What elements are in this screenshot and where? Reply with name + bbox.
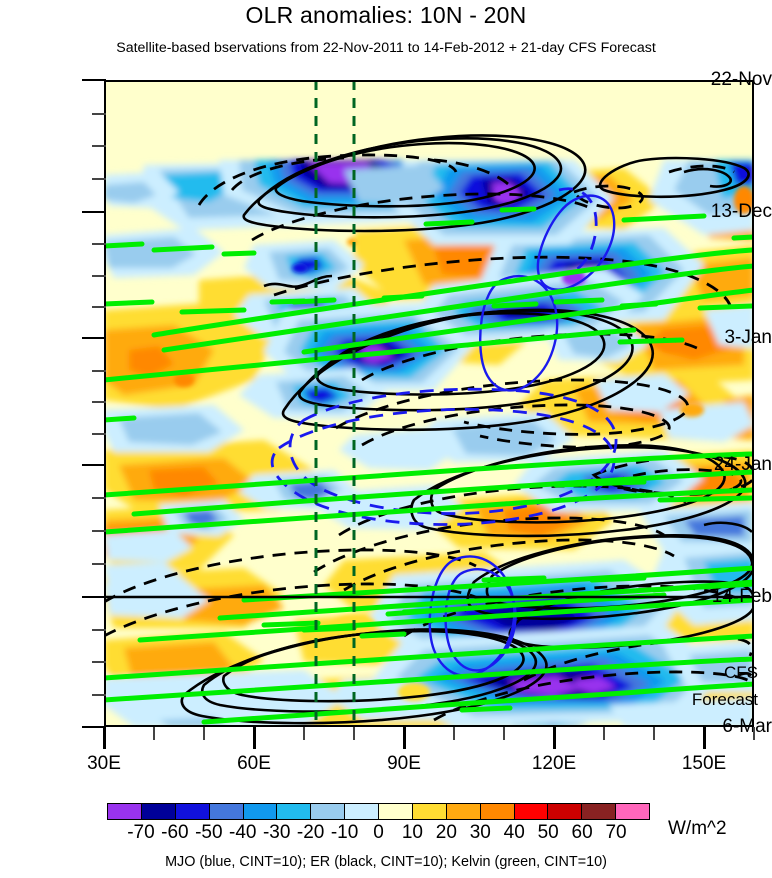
forecast-boundary-line [104, 595, 754, 599]
colorbar-swatch-15 [616, 804, 649, 819]
y-minor-tick [92, 306, 106, 308]
x-minor-tick [653, 727, 655, 740]
colorbar-tick-0: 0 [373, 822, 384, 843]
y-minor-tick [92, 370, 106, 372]
x-axis-label-150e: 150E [681, 753, 727, 774]
chart-title: OLR anomalies: 10N - 20N [245, 2, 527, 28]
plot-clip [104, 80, 754, 727]
colorbar-swatch-3 [209, 804, 244, 819]
colorbar-tick--50: -50 [195, 822, 223, 843]
y-axis-label-22-nov: 22-Nov [710, 69, 772, 90]
x-minor-tick [303, 727, 305, 740]
y-minor-tick [92, 629, 106, 631]
colorbar-swatch-11 [480, 804, 515, 819]
x-axis-label-120e: 120E [531, 753, 577, 774]
hovmoller-plot-area [104, 80, 754, 727]
y-major-tick [82, 464, 106, 467]
colorbar-tick-50: 50 [537, 822, 559, 843]
x-major-tick [103, 727, 106, 749]
cfs-forecast-note-line1: CFS [724, 663, 758, 682]
colorbar-swatch-4 [243, 804, 278, 819]
colorbar-swatch-8 [379, 804, 413, 819]
colorbar-swatch-14 [582, 804, 617, 819]
y-axis-label-6-mar: 6-Mar [722, 716, 772, 737]
colorbar-swatch-9 [412, 804, 447, 819]
x-minor-tick [753, 727, 755, 740]
colorbar-swatch-0 [108, 804, 142, 819]
y-major-tick [82, 79, 106, 82]
colorbar [107, 803, 650, 820]
colorbar-tick-labels: -70 -60 -50 -40 -30 -20 -10 0 10 20 30 40 50 60 70 [107, 822, 650, 844]
y-minor-tick [92, 113, 106, 115]
y-minor-tick [92, 661, 106, 663]
cfs-forecast-note-line2: Forecast [691, 690, 758, 709]
x-axis-label-30e: 30E [87, 753, 121, 774]
x-major-tick [253, 727, 256, 749]
y-axis-label-24-jan: 24-Jan [713, 454, 772, 475]
y-minor-tick [92, 530, 106, 532]
x-major-tick [703, 727, 706, 749]
x-minor-tick [353, 727, 355, 740]
x-minor-tick [153, 727, 155, 740]
colorbar-tick-60: 60 [571, 822, 593, 843]
colorbar-units-label: W/m^2 [668, 818, 727, 839]
colorbar-swatch-5 [277, 804, 312, 819]
colorbar-tick--70: -70 [127, 822, 155, 843]
y-minor-tick [92, 145, 106, 147]
y-major-tick [82, 596, 106, 599]
x-minor-tick [203, 727, 205, 740]
colorbar-swatch-7 [345, 804, 379, 819]
colorbar-swatch-6 [311, 804, 346, 819]
y-major-tick [82, 337, 106, 340]
colorbar-tick-40: 40 [503, 822, 525, 843]
colorbar-tick-10: 10 [401, 822, 424, 843]
x-axis-label-90e: 90E [387, 753, 421, 774]
colorbar-tick--60: -60 [161, 822, 189, 843]
y-axis-label-3-jan: 3-Jan [724, 327, 772, 348]
y-minor-tick [92, 243, 106, 245]
x-minor-tick [603, 727, 605, 740]
colorbar-tick-70: 70 [605, 822, 627, 843]
colorbar-tick-20: 20 [435, 822, 457, 843]
y-minor-tick [92, 401, 106, 403]
colorbar-swatch-12 [514, 804, 549, 819]
x-axis-label-60e: 60E [237, 753, 271, 774]
y-minor-tick [92, 563, 106, 565]
colorbar-tick--20: -20 [296, 822, 325, 843]
y-axis-label-13-dec: 13-Dec [710, 201, 772, 222]
kelvin-contour-layer [104, 206, 754, 725]
y-minor-tick [92, 433, 106, 435]
y-major-tick [82, 726, 106, 729]
colorbar-tick--40: -40 [229, 822, 257, 843]
colorbar-swatch-13 [548, 804, 583, 819]
chart-caption: MJO (blue, CINT=10); ER (black, CINT=10)… [165, 854, 607, 870]
colorbar-tick-30: 30 [469, 822, 491, 843]
y-minor-tick [92, 497, 106, 499]
x-major-tick [553, 727, 556, 749]
colorbar-tick--10: -10 [330, 822, 359, 843]
y-minor-tick [92, 694, 106, 696]
x-minor-tick [453, 727, 455, 740]
x-major-tick [403, 727, 406, 749]
y-minor-tick [92, 178, 106, 180]
y-minor-tick [92, 275, 106, 277]
chart-subtitle: Satellite-based bservations from 22-Nov-… [116, 40, 656, 56]
x-minor-tick [503, 727, 505, 740]
y-axis-label-14-feb: 14-Feb [711, 586, 772, 607]
colorbar-swatch-1 [141, 804, 176, 819]
colorbar-swatch-10 [446, 804, 481, 819]
colorbar-swatch-2 [175, 804, 210, 819]
colorbar-tick--30: -30 [262, 822, 291, 843]
y-major-tick [82, 211, 106, 214]
